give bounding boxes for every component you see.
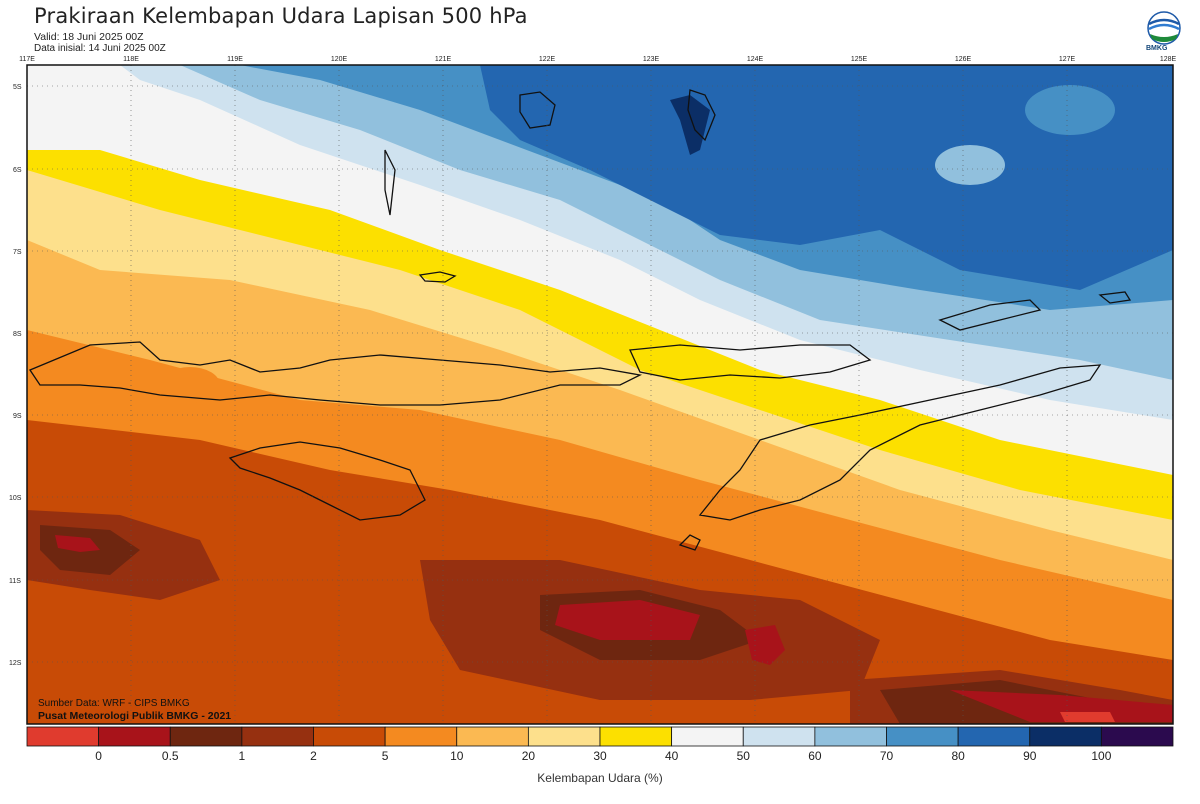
lon-label: 125E bbox=[851, 56, 868, 63]
lon-label: 117E bbox=[19, 56, 35, 63]
valid-time: Valid: 18 Juni 2025 00Z bbox=[34, 31, 144, 43]
colorbar-bin bbox=[599, 726, 673, 747]
colorbar-tick-label: 1 bbox=[239, 749, 246, 763]
humidity-field bbox=[27, 65, 1173, 724]
colorbar-tick-label: 70 bbox=[880, 749, 894, 763]
colorbar-bin bbox=[671, 726, 744, 747]
colorbar-tick-label: 20 bbox=[522, 749, 536, 763]
lon-label: 120E bbox=[331, 56, 348, 63]
colorbar-bin bbox=[957, 726, 1031, 747]
colorbar-tick-label: 50 bbox=[737, 749, 751, 763]
lon-label: 128E bbox=[1160, 56, 1177, 63]
lat-label: 9S bbox=[13, 413, 22, 420]
coastlines bbox=[29, 89, 1132, 551]
lat-label: 5S bbox=[13, 84, 22, 91]
credits-center: Pusat Meteorologi Publik BMKG - 2021 bbox=[38, 710, 231, 722]
lat-label: 7S bbox=[13, 249, 22, 256]
lon-axis-labels: 117E 118E 119E 120E 121E 122E 123E 124E … bbox=[19, 56, 1176, 63]
lat-label: 12S bbox=[9, 660, 22, 667]
lon-label: 121E bbox=[435, 56, 452, 63]
lon-label: 127E bbox=[1059, 56, 1076, 63]
colorbar: 0 0.5 1 2 5 10 20 30 40 50 60 70 80 90 100 bbox=[26, 726, 1174, 763]
colorbar-bin bbox=[527, 726, 601, 747]
colorbar-tick-label: 40 bbox=[665, 749, 679, 763]
colorbar-bin bbox=[742, 726, 816, 747]
lat-label: 11S bbox=[9, 578, 21, 585]
bmkg-logo-text: BMKG bbox=[1146, 45, 1168, 52]
colorbar-bin bbox=[26, 726, 100, 747]
colorbar-tick-label: 100 bbox=[1091, 749, 1111, 763]
colorbar-tick-label: 80 bbox=[951, 749, 965, 763]
colorbar-tick-label: 5 bbox=[382, 749, 389, 763]
lat-label: 10S bbox=[9, 495, 22, 502]
colorbar-tick-label: 90 bbox=[1023, 749, 1037, 763]
map-title: Prakiraan Kelembapan Udara Lapisan 500 h… bbox=[34, 4, 528, 28]
map-frame bbox=[26, 64, 1174, 725]
lat-label: 8S bbox=[13, 331, 22, 338]
colorbar-label: Kelembapan Udara (%) bbox=[537, 771, 663, 785]
grid-lines bbox=[27, 65, 1173, 724]
lon-label: 118E bbox=[123, 56, 139, 63]
colorbar-tick-label: 0.5 bbox=[162, 749, 179, 763]
colorbar-tick-label: 60 bbox=[808, 749, 822, 763]
lon-label: 119E bbox=[227, 56, 243, 63]
colorbar-bin bbox=[1100, 726, 1174, 747]
colorbar-bin bbox=[1029, 726, 1102, 747]
colorbar-bin bbox=[98, 726, 171, 747]
colorbar-tick-label: 2 bbox=[310, 749, 317, 763]
initial-time: Data inisial: 14 Juni 2025 00Z bbox=[34, 43, 166, 54]
colorbar-bin bbox=[456, 726, 529, 747]
colorbar-bin bbox=[886, 726, 959, 747]
colorbar-bin bbox=[384, 726, 458, 747]
credits-source: Sumber Data: WRF - CIPS BMKG bbox=[38, 698, 190, 709]
bmkg-logo-icon bbox=[1147, 11, 1181, 45]
colorbar-bin bbox=[241, 726, 314, 747]
colorbar-tick-label: 30 bbox=[593, 749, 607, 763]
lon-label: 126E bbox=[955, 56, 972, 63]
lon-label: 124E bbox=[747, 56, 764, 63]
colorbar-tick-label: 10 bbox=[450, 749, 464, 763]
colorbar-tick-label: 0 bbox=[95, 749, 102, 763]
colorbar-bin bbox=[313, 726, 386, 747]
lon-label: 123E bbox=[643, 56, 660, 63]
lat-label: 6S bbox=[13, 167, 22, 174]
lat-axis-labels: 5S 6S 7S 8S 9S 10S 11S 12S bbox=[9, 84, 22, 667]
lon-label: 122E bbox=[539, 56, 556, 63]
colorbar-bin bbox=[814, 726, 887, 747]
colorbar-bin bbox=[169, 726, 243, 747]
